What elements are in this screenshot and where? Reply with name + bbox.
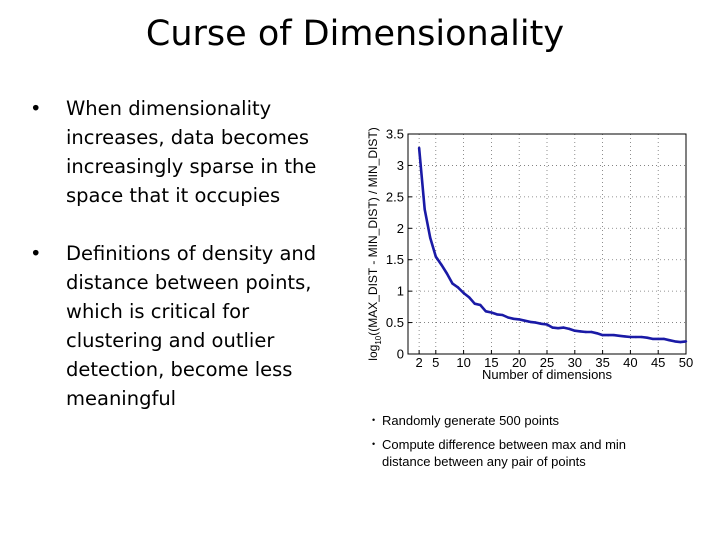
note-item: • Compute difference between max and min… xyxy=(372,436,672,470)
data-point xyxy=(640,335,643,339)
data-point xyxy=(606,333,610,337)
slide-title: Curse of Dimensionality xyxy=(145,14,565,54)
data-point xyxy=(668,338,671,342)
data-point xyxy=(590,330,593,334)
chart-grid xyxy=(408,133,687,355)
bullet-text: When dimensionality increases, data beco… xyxy=(66,97,317,207)
data-point xyxy=(651,337,654,341)
data-point xyxy=(462,291,465,295)
chart-notes: • Randomly generate 500 points • Compute… xyxy=(372,412,672,470)
data-point xyxy=(679,340,682,344)
data-point xyxy=(529,320,532,324)
data-point xyxy=(562,326,565,329)
data-point xyxy=(673,340,677,343)
data-point xyxy=(612,333,615,337)
x-tick-label: 30 xyxy=(568,355,582,370)
data-point xyxy=(523,319,526,322)
y-axis-label-sub: 10 xyxy=(374,335,383,344)
data-point xyxy=(545,323,549,326)
x-axis-label: Number of dimensions xyxy=(482,367,613,382)
data-point xyxy=(484,310,488,313)
data-point xyxy=(629,335,632,339)
y-axis-label-log: log xyxy=(366,345,380,361)
x-tick-label: 10 xyxy=(456,355,470,370)
data-point xyxy=(579,330,582,333)
y-tick-label: 2 xyxy=(397,221,404,236)
data-point xyxy=(473,302,476,305)
data-point xyxy=(540,322,543,326)
data-point xyxy=(434,255,437,258)
x-tick-label: 45 xyxy=(651,355,665,370)
data-point xyxy=(573,329,576,332)
note-text: Compute difference between max and min d… xyxy=(382,437,627,469)
bullet-item: • When dimensionality increases, data be… xyxy=(30,94,330,210)
data-point xyxy=(684,340,688,343)
x-tick-label: 25 xyxy=(540,355,554,370)
data-point xyxy=(417,146,421,150)
bullet-dot: • xyxy=(30,242,42,265)
series-line-difference xyxy=(417,147,687,344)
data-point xyxy=(568,327,571,331)
data-point xyxy=(618,334,621,337)
data-point xyxy=(429,236,432,239)
x-tick-label: 5 xyxy=(432,355,439,370)
y-tick-label: 1.5 xyxy=(386,252,404,267)
note-dot: • xyxy=(372,415,376,425)
y-tick-label: 0 xyxy=(397,347,404,362)
bullet-list: • When dimensionality increases, data be… xyxy=(30,94,330,413)
data-point xyxy=(501,313,504,317)
data-point xyxy=(506,316,510,319)
data-point xyxy=(584,330,588,334)
data-point xyxy=(451,282,454,285)
bullet-dot: • xyxy=(30,97,42,120)
plot-frame xyxy=(407,133,687,355)
y-tick-label: 3 xyxy=(397,158,404,173)
data-point xyxy=(657,337,660,341)
x-tick-label: 35 xyxy=(595,355,609,370)
x-tick-label: 40 xyxy=(623,355,637,370)
y-axis-label: log10((MAX_DIST - MIN_DIST) / MIN_DIST) xyxy=(366,127,383,360)
data-point xyxy=(634,335,638,339)
data-point xyxy=(518,318,521,321)
data-point xyxy=(456,286,460,289)
data-point xyxy=(595,332,599,335)
data-point xyxy=(512,317,515,320)
note-dot: • xyxy=(372,439,376,449)
data-point xyxy=(445,272,449,275)
y-tick-label: 1 xyxy=(397,284,404,299)
data-point xyxy=(440,263,443,266)
data-point xyxy=(467,296,471,299)
data-point xyxy=(556,327,560,330)
data-point xyxy=(479,303,482,307)
data-point xyxy=(423,208,426,211)
note-item: • Randomly generate 500 points xyxy=(372,412,672,429)
x-tick-label: 2 xyxy=(416,355,423,370)
y-axis-label-rest: ((MAX_DIST - MIN_DIST) / MIN_DIST) xyxy=(366,127,380,335)
chart-points xyxy=(417,146,688,344)
data-point xyxy=(662,337,665,341)
y-tick-label: 2.5 xyxy=(386,189,404,204)
data-point xyxy=(601,333,604,337)
y-tick-label: 0.5 xyxy=(386,315,404,330)
data-point xyxy=(645,336,649,339)
bullet-item: • Definitions of density and distance be… xyxy=(30,239,330,413)
bullet-text: Definitions of density and distance betw… xyxy=(66,242,317,410)
data-point xyxy=(490,311,493,314)
y-tick-label: 3.5 xyxy=(386,127,404,142)
data-point xyxy=(495,313,499,316)
x-tick-label: 20 xyxy=(512,355,526,370)
x-tick-label: 15 xyxy=(484,355,498,370)
note-text: Randomly generate 500 points xyxy=(382,413,560,428)
x-tick-label: 50 xyxy=(679,355,693,370)
data-point xyxy=(551,326,554,329)
data-point xyxy=(623,335,627,338)
data-point xyxy=(534,321,538,324)
